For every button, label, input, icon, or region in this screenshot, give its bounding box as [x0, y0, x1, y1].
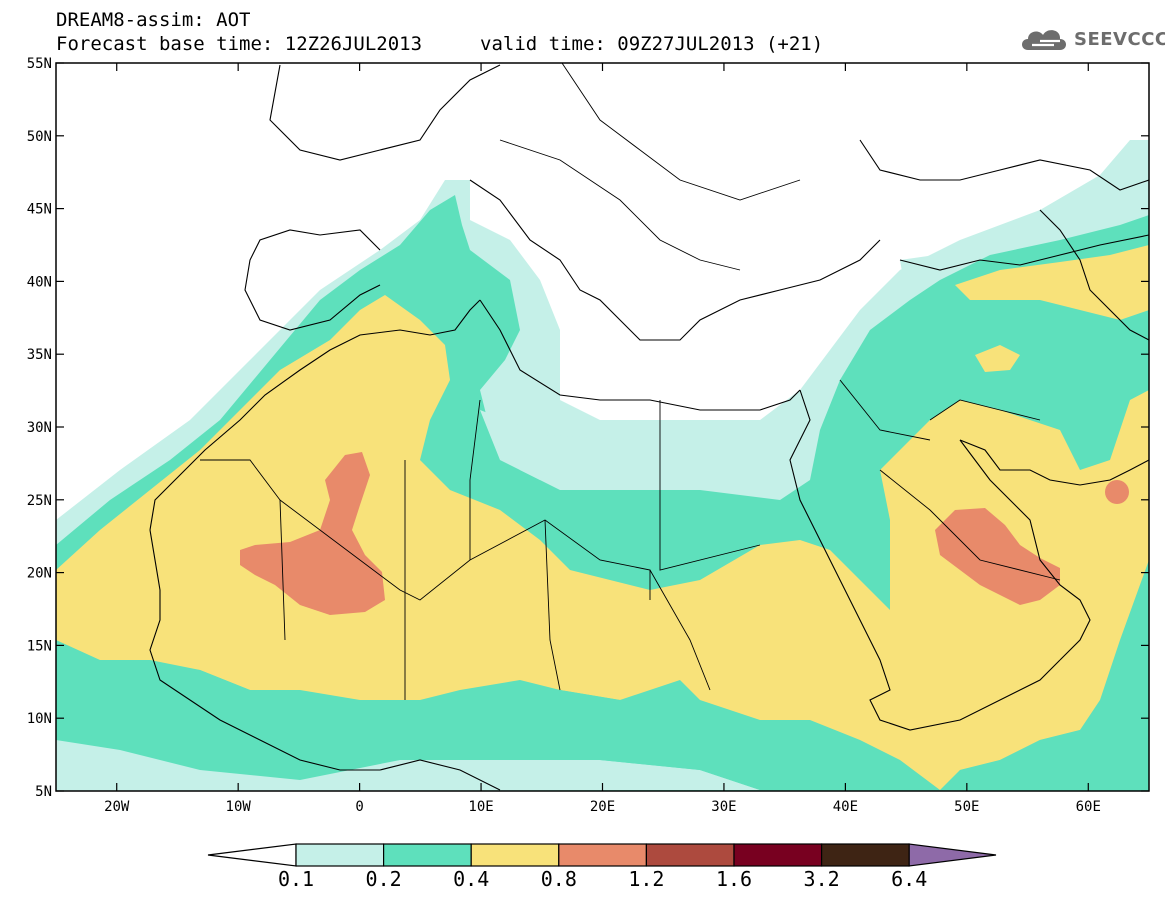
aot-region-0-8-sahara [240, 452, 385, 615]
lon-tick-label: 40E [833, 799, 858, 815]
lon-tick-label: 10E [468, 799, 493, 815]
lat-tick-label: 25N [27, 493, 52, 509]
colorbar-label: 0.2 [366, 867, 402, 891]
map-title: DREAM8-assim: AOT [56, 9, 251, 31]
map-axes: 20W 10W 0 10E 20E 30E 40E 50E 60E 5N 10N 15N 20N 25N 3… [27, 56, 1149, 815]
aot-field [56, 63, 1149, 791]
lon-tick-label: 50E [954, 799, 979, 815]
colorbar-label: 0.8 [541, 867, 577, 891]
colorbar-swatch [295, 843, 385, 867]
aot-region-0-4 [56, 295, 1149, 790]
aot-region-0-4-caspian [975, 345, 1020, 372]
colorbar-swatch [645, 843, 735, 867]
lat-tick-label: 5N [35, 784, 52, 800]
colorbar-label: 6.4 [891, 867, 927, 891]
lat-tick-label: 15N [27, 638, 52, 654]
cloud-icon [1022, 30, 1066, 50]
aot-region-0-2-sahel [56, 665, 830, 790]
lon-tick-label: 10W [226, 799, 252, 815]
colorbar: 0.1 0.2 0.4 0.8 1.2 1.6 3.2 6.4 [207, 843, 997, 891]
seevccc-logo: SEEVCCC [1018, 24, 1165, 54]
lat-tick-label: 50N [27, 129, 52, 145]
aot-region-0-8-oman [1105, 480, 1129, 504]
colorbar-swatch [733, 843, 823, 867]
lon-tick-label: 20E [590, 799, 615, 815]
colorbar-swatch [820, 843, 910, 867]
colorbar-label: 1.2 [628, 867, 664, 891]
colorbar-swatch [383, 843, 472, 867]
low-aot-mediterranean [560, 340, 790, 405]
country-borders [200, 63, 1061, 700]
colorbar-arrow-high [908, 843, 997, 867]
lat-tick-label: 45N [27, 202, 52, 218]
forecast-base-time: Forecast base time: 12Z26JUL2013 [56, 33, 423, 55]
colorbar-label: 3.2 [804, 867, 840, 891]
lat-tick-label: 35N [27, 347, 52, 363]
coastlines [149, 64, 1149, 791]
colorbar-swatch [558, 843, 647, 867]
aot-region-0-2-somalia [950, 720, 1100, 791]
colorbar-arrow-low [207, 843, 297, 867]
lat-tick-label: 10N [27, 711, 52, 727]
colorbar-label: 0.1 [278, 867, 314, 891]
valid-time: valid time: 09Z27JUL2013 (+21) [480, 33, 824, 55]
aot-region-0-1-gulf-guinea [56, 740, 760, 791]
lon-tick-label: 30E [711, 799, 736, 815]
colorbar-label: 0.4 [453, 867, 489, 891]
lon-tick-label: 60E [1076, 799, 1101, 815]
logo-text: SEEVCCC [1074, 28, 1165, 50]
colorbar-label: 1.6 [716, 867, 752, 891]
lat-tick-label: 30N [27, 420, 52, 436]
lat-tick-label: 20N [27, 566, 52, 582]
colorbar-swatch [470, 843, 560, 867]
aot-region-0-8-arabia [935, 508, 1060, 605]
lat-tick-label: 55N [27, 56, 52, 72]
aot-region-0-1-libya [480, 410, 800, 485]
lon-tick-label: 20W [104, 799, 130, 815]
lon-tick-label: 0 [355, 799, 363, 815]
lat-tick-label: 40N [27, 274, 52, 290]
